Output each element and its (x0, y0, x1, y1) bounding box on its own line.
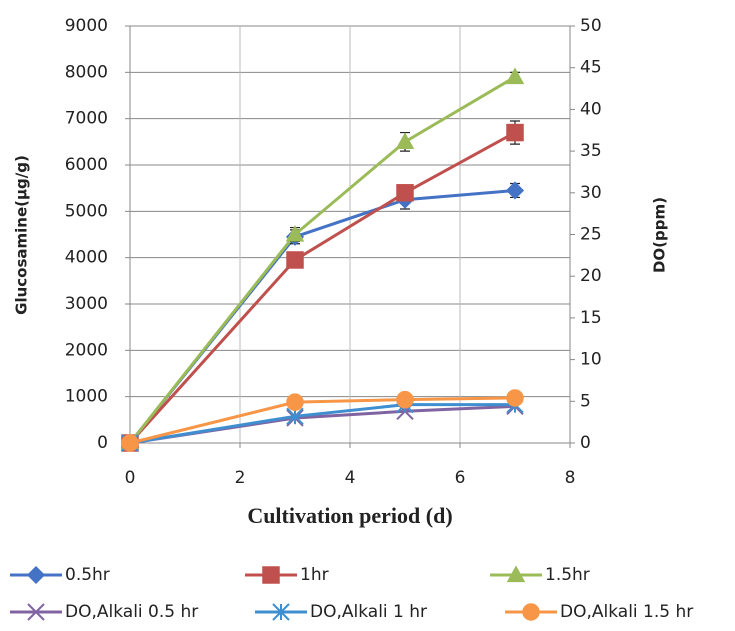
x-tick-label: 6 (455, 468, 466, 488)
marker (286, 407, 304, 426)
legend-marker (26, 565, 46, 585)
legend-label: 1.5hr (545, 565, 590, 585)
y2-tick-label: 0 (580, 433, 591, 453)
y2-tick-label: 20 (580, 266, 602, 286)
legend-label: DO,Alkali 1.5 hr (560, 602, 693, 622)
y2-axis-title: DO(ppm) (651, 197, 669, 273)
series-line (128, 131, 516, 445)
y-tick-label: 0 (97, 433, 108, 453)
y-axis-title: Glucosamine(µg/g) (13, 155, 31, 315)
marker (506, 123, 524, 142)
y2-tick-label: 30 (580, 183, 602, 203)
x-tick-label: 4 (345, 468, 356, 488)
y-tick-label: 2000 (65, 340, 108, 360)
marker (506, 389, 524, 407)
legend-label: 1hr (300, 565, 329, 585)
legend-marker (522, 603, 540, 621)
legend-marker (506, 565, 526, 583)
marker (396, 184, 414, 202)
y-tick-label: 3000 (65, 294, 108, 314)
legend-marker (272, 603, 290, 621)
y2-tick-label: 40 (580, 99, 602, 119)
y-tick-label: 5000 (65, 201, 108, 221)
legend-label: DO,Alkali 0.5 hr (65, 602, 198, 622)
legend-label: DO,Alkali 1 hr (310, 602, 427, 622)
legend-marker (262, 566, 280, 584)
y-tick-label: 6000 (65, 155, 108, 175)
y-tick-label: 8000 (65, 62, 108, 82)
marker (395, 132, 415, 149)
marker (286, 251, 304, 269)
marker (285, 224, 305, 242)
marker (505, 181, 525, 200)
marker (396, 390, 414, 409)
marker (286, 393, 304, 411)
y2-tick-label: 15 (580, 308, 602, 328)
y2-tick-label: 45 (580, 58, 602, 78)
y-tick-label: 7000 (65, 109, 108, 129)
y2-tick-label: 10 (580, 350, 602, 370)
y-tick-label: 4000 (65, 248, 108, 268)
x-tick-label: 8 (565, 468, 576, 488)
x-tick-label: 0 (125, 468, 136, 488)
series-line (128, 75, 516, 444)
series-line (129, 404, 516, 445)
y-tick-label: 9000 (65, 16, 108, 36)
y2-tick-label: 25 (580, 225, 602, 245)
marker (505, 67, 525, 85)
legend-marker (27, 603, 45, 621)
legend-label: 0.5hr (65, 565, 110, 585)
series-line (129, 396, 516, 445)
series-line (129, 403, 515, 445)
y-tick-label: 1000 (65, 387, 108, 407)
marker (121, 434, 139, 452)
y2-tick-label: 35 (580, 141, 602, 161)
y2-tick-label: 50 (580, 16, 602, 36)
y2-tick-label: 5 (580, 391, 591, 411)
x-axis-title: Cultivation period (d) (247, 503, 452, 528)
x-tick-label: 2 (235, 468, 246, 488)
